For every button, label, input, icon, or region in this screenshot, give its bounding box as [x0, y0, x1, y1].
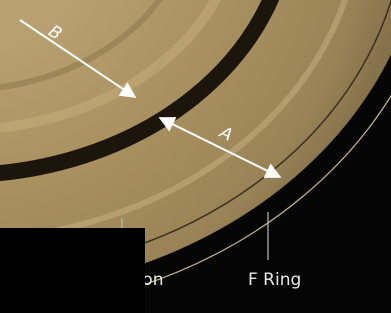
redaction-box: [0, 228, 145, 313]
saturn-rings-image: B A ision F Ring: [0, 0, 391, 313]
f-ring-label: F Ring: [248, 270, 301, 290]
